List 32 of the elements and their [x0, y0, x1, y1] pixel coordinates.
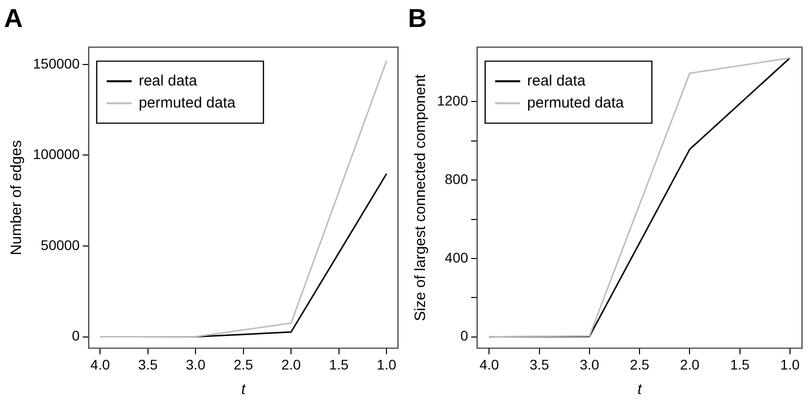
x-tick-label: 2.0 — [680, 356, 700, 372]
x-tick-label: 2.0 — [281, 356, 302, 372]
legend-label: permuted data — [527, 94, 625, 112]
x-tick-label: 3.5 — [530, 356, 550, 372]
x-tick-label: 3.0 — [186, 356, 206, 372]
y-tick-label: 1200 — [436, 92, 468, 109]
x-tick-label: 1.5 — [329, 356, 349, 372]
x-tick-label: 1.0 — [376, 356, 396, 372]
y-tick-label: 150000 — [33, 55, 80, 72]
y-tick-label: 50000 — [40, 236, 80, 253]
x-tick-label: 3.5 — [138, 356, 158, 372]
x-axis-title: t — [241, 381, 246, 398]
x-tick-label: 4.0 — [479, 356, 500, 372]
y-tick-label: 800 — [444, 170, 468, 187]
chart-title: A — [4, 2, 23, 33]
x-tick-label: 2.5 — [630, 356, 650, 372]
y-axis-title: Number of edges — [8, 140, 26, 256]
y-tick-label: 400 — [444, 249, 468, 266]
x-tick-label: 1.0 — [780, 356, 800, 372]
legend-label: real data — [527, 72, 586, 90]
y-tick-label: 0 — [72, 328, 80, 344]
legend-label: real data — [138, 72, 198, 90]
y-tick-label: 100000 — [33, 146, 80, 162]
y-tick-label: 0 — [460, 328, 468, 344]
x-axis-title: t — [637, 381, 642, 398]
chart-title: B — [408, 2, 427, 33]
legend-label: permuted data — [138, 94, 236, 112]
x-tick-label: 1.5 — [730, 356, 750, 372]
x-tick-label: 3.0 — [580, 356, 600, 372]
x-tick-label: 2.5 — [234, 356, 254, 372]
x-tick-label: 4.0 — [90, 356, 110, 372]
y-axis-title: Size of largest connected component — [412, 73, 430, 322]
